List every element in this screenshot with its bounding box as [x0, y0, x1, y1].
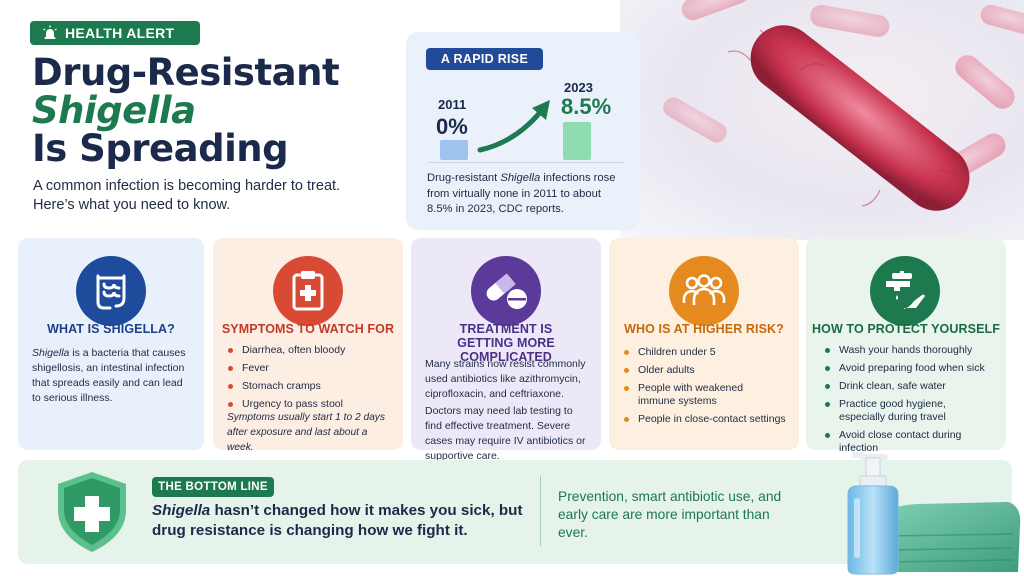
bottom-line-right-text: Prevention, smart antibiotic use, and ea…: [558, 489, 782, 540]
bottom-line-tag: THE BOTTOM LINE: [152, 477, 274, 497]
protect-list: Wash your hands thoroughly Avoid prepari…: [824, 344, 996, 460]
list-item: Diarrhea, often bloody: [227, 344, 393, 357]
end-year: 2023: [564, 80, 593, 95]
card-title-what-is: WHAT IS SHIGELLA?: [47, 322, 175, 336]
symptoms-note: Symptoms usually start 1 to 2 days after…: [227, 412, 385, 453]
title-line2: Shigella: [32, 89, 196, 132]
card-title-treatment: TREATMENT IS GETTING MORE COMPLICATED: [411, 322, 601, 364]
card-body-what-is: Shigella is a bacteria that causes shige…: [32, 346, 194, 406]
treatment-para2: Doctors may need lab testing to find eff…: [425, 405, 586, 462]
card-treatment: TREATMENT IS GETTING MORE COMPLICATED Ma…: [411, 238, 601, 462]
bottom-text-italic: Shigella: [152, 502, 211, 519]
health-alert-badge: HEALTH ALERT: [30, 21, 200, 45]
end-value: 8.5%: [561, 94, 612, 119]
card-title-symptoms: SYMPTOMS TO WATCH FOR: [221, 322, 395, 336]
start-year: 2011: [438, 97, 467, 112]
page-title: Drug-Resistant Shigella Is Spreading: [32, 54, 392, 168]
card-protect-yourself: HOW TO PROTECT YOURSELF Wash your hands …: [806, 238, 1006, 454]
bottom-line-text: Shigella hasn’t changed how it makes you…: [152, 501, 532, 541]
handwash-icon: [870, 256, 940, 326]
symptoms-list: Diarrhea, often bloody Fever Stomach cra…: [227, 344, 393, 416]
rapid-rise-tag: A RAPID RISE: [426, 48, 543, 70]
rise-description: Drug-resistant Shigella infections rose …: [427, 171, 627, 218]
risk-list: Children under 5 Older adults People wit…: [623, 346, 789, 431]
alarm-light-icon: [43, 25, 57, 39]
clipboard-icon: [273, 256, 343, 326]
page-subtitle: A common infection is becoming harder to…: [33, 178, 341, 213]
bottom-divider: [540, 476, 541, 546]
start-value: 0%: [436, 114, 468, 139]
list-item: Avoid close contact during infection: [824, 429, 996, 455]
badge-label: HEALTH ALERT: [65, 25, 175, 41]
card-symptoms: SYMPTOMS TO WATCH FOR Diarrhea, often bl…: [213, 238, 403, 453]
list-item: Fever: [227, 362, 393, 375]
list-item: Avoid preparing food when sick: [824, 362, 996, 375]
title-line3: Is Spreading: [32, 127, 289, 170]
shield-icon: [58, 472, 126, 552]
bacteria-illustration: [620, 0, 1024, 240]
rise-desc-post: infections rose from virtually none in 2…: [427, 172, 616, 215]
pills-icon: [471, 256, 541, 326]
card-what-is-shigella: WHAT IS SHIGELLA? Shigella is a bacteria…: [18, 238, 204, 450]
card-higher-risk: WHO IS AT HIGHER RISK? Children under 5 …: [609, 238, 799, 450]
list-item: Older adults: [623, 364, 789, 377]
people-group-icon: [669, 256, 739, 326]
trend-arrow-icon: [477, 100, 550, 153]
start-bar: [440, 140, 468, 160]
list-item: Children under 5: [623, 346, 789, 359]
list-item: People with weakened immune systems: [623, 382, 773, 408]
list-item: Urgency to pass stool: [227, 398, 393, 411]
rise-desc-pre: Drug-resistant: [427, 172, 501, 184]
intestine-icon: [76, 256, 146, 326]
list-item: Wash your hands thoroughly: [824, 344, 996, 357]
body-text: is a bacteria that causes shigellosis, a…: [32, 347, 186, 404]
end-bar: [563, 122, 591, 160]
bottom-text-rest: hasn’t changed how it makes you sick, bu…: [152, 502, 523, 539]
card-title-risk: WHO IS AT HIGHER RISK?: [624, 322, 784, 336]
list-item: People in close-contact settings: [623, 413, 789, 426]
soap-bottle-towel-icon: [847, 452, 1021, 575]
title-line1: Drug-Resistant: [32, 51, 340, 94]
treatment-para1: Many strains now resist commonly used an…: [425, 358, 586, 400]
list-item: Practice good hygiene, especially during…: [824, 398, 974, 424]
rise-desc-italic: Shigella: [500, 172, 541, 184]
bottom-line-panel: THE BOTTOM LINE Shigella hasn’t changed …: [18, 460, 1012, 564]
list-item: Drink clean, safe water: [824, 380, 996, 393]
rapid-rise-card: A RAPID RISE 2011 0% 2023 8.5% Drug-resi…: [406, 32, 640, 230]
card-title-treatment-text: TREATMENT IS GETTING MORE COMPLICATED: [457, 322, 555, 364]
body-italic: Shigella: [32, 347, 70, 359]
card-title-protect: HOW TO PROTECT YOURSELF: [812, 322, 1000, 336]
rise-divider: [428, 162, 624, 163]
list-item: Stomach cramps: [227, 380, 393, 393]
